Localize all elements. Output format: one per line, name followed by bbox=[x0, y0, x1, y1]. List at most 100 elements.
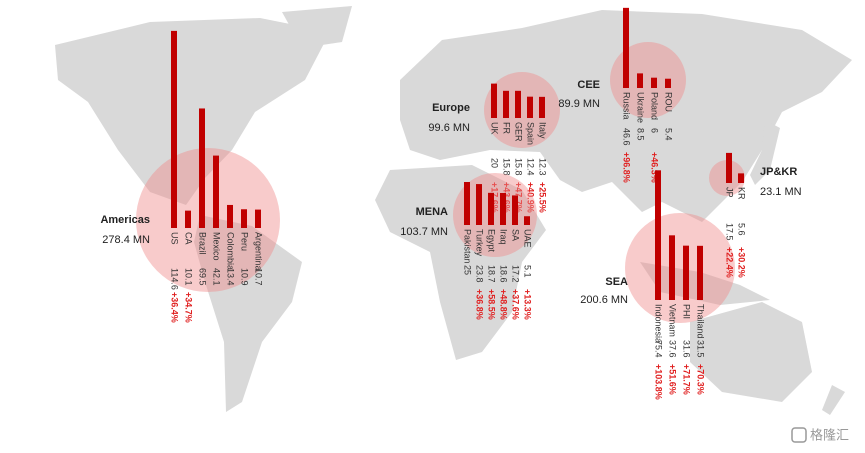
country-value: 5.1 bbox=[523, 265, 533, 278]
region-total: 278.4 MN bbox=[102, 234, 150, 246]
region-name: Europe bbox=[432, 102, 470, 114]
south-america bbox=[194, 215, 302, 412]
region-total: 23.1 MN bbox=[760, 186, 802, 198]
country-value: 42.1 bbox=[212, 268, 222, 286]
greenland bbox=[282, 6, 352, 48]
country-name: SA bbox=[511, 229, 521, 241]
country-value: 69.5 bbox=[198, 268, 208, 286]
country-value: 31.5 bbox=[696, 340, 706, 358]
country-value: 10.7 bbox=[254, 268, 264, 286]
region-name: CEE bbox=[577, 79, 600, 91]
country-value: 17.2 bbox=[511, 265, 521, 283]
country-name: Turkey bbox=[475, 229, 485, 257]
bar bbox=[464, 182, 470, 225]
country-name: Poland bbox=[650, 92, 660, 120]
region-name: JP&KR bbox=[760, 166, 797, 178]
country-growth: +70.3% bbox=[696, 364, 706, 395]
country-growth: +103.8% bbox=[654, 364, 664, 400]
bar bbox=[697, 245, 703, 300]
country-value: 37.6 bbox=[668, 340, 678, 358]
bar bbox=[623, 7, 629, 89]
region-name: MENA bbox=[416, 206, 448, 218]
country-growth: +58.5% bbox=[487, 289, 497, 320]
bar bbox=[503, 90, 509, 118]
region-total: 200.6 MN bbox=[580, 294, 628, 306]
country-name: UK bbox=[490, 122, 500, 135]
country-name: Brazil bbox=[198, 232, 208, 255]
country-value: 18.6 bbox=[499, 265, 509, 283]
country-name: Spain bbox=[526, 122, 536, 145]
country-name: US bbox=[170, 232, 180, 245]
country-value: 10.1 bbox=[184, 268, 194, 286]
country-value: 15.8 bbox=[502, 158, 512, 176]
bar bbox=[665, 78, 671, 88]
country-value: 25 bbox=[463, 265, 473, 275]
country-value: 31.6 bbox=[682, 340, 692, 358]
region-name: Americas bbox=[100, 214, 150, 226]
country-growth: +51.6% bbox=[668, 364, 678, 395]
bar bbox=[524, 216, 530, 225]
bar bbox=[500, 193, 506, 225]
country-name: GER bbox=[514, 122, 524, 142]
bar bbox=[527, 96, 533, 118]
eurasia bbox=[400, 10, 852, 222]
japan bbox=[750, 120, 780, 185]
country-growth: +17.6% bbox=[490, 182, 500, 213]
bar bbox=[515, 90, 521, 118]
country-name: JP bbox=[725, 187, 735, 198]
country-value: 13.4 bbox=[226, 268, 236, 286]
region-circle bbox=[453, 173, 537, 257]
country-name: Egypt bbox=[487, 229, 497, 253]
new-zealand bbox=[822, 385, 845, 415]
country-value: 46.6 bbox=[622, 128, 632, 146]
country-growth: +22.4% bbox=[725, 247, 735, 278]
bar bbox=[227, 204, 233, 228]
bar bbox=[491, 83, 497, 118]
region: Americas 278.4 MN US 114.6 +36.4% CA 10.1 +34.7… bbox=[100, 30, 280, 323]
country-value: 5.6 bbox=[737, 223, 747, 236]
country-value: 23.8 bbox=[475, 265, 485, 283]
region-total: 103.7 MN bbox=[400, 226, 448, 238]
country-name: Ukraine bbox=[636, 92, 646, 123]
country-name: Italy bbox=[538, 122, 548, 139]
country-value: 18.7 bbox=[487, 265, 497, 283]
country-name: Iraq bbox=[499, 229, 509, 245]
bar bbox=[185, 210, 191, 228]
region: CEE 89.9 MN Russia 46.6 +96.8% Ukraine 8.5 Pola… bbox=[558, 7, 686, 183]
region-circle bbox=[625, 213, 735, 323]
country-growth: +34.7% bbox=[184, 292, 194, 323]
country-name: Vietnam bbox=[668, 304, 678, 337]
country-name: Russia bbox=[622, 92, 632, 120]
country-name: ROU bbox=[664, 92, 674, 112]
country-name: PHI bbox=[682, 304, 692, 319]
country-growth: +96.8% bbox=[622, 152, 632, 183]
bar bbox=[241, 209, 247, 228]
region: JP&KR 23.1 MN JP 17.5 +22.4% KR 5.6 +30.2% bbox=[709, 152, 802, 278]
country-growth: +30.2% bbox=[737, 247, 747, 278]
bar bbox=[213, 155, 219, 228]
bar bbox=[255, 209, 261, 228]
country-growth: +48.8% bbox=[499, 289, 509, 320]
bar bbox=[199, 108, 205, 228]
bar bbox=[651, 77, 657, 88]
country-value: 75.4 bbox=[654, 340, 664, 358]
watermark-text: 格隆汇 bbox=[810, 427, 849, 442]
country-growth: +46.3% bbox=[650, 152, 660, 183]
country-value: 6 bbox=[650, 128, 660, 133]
bar bbox=[683, 245, 689, 300]
region-total: 99.6 MN bbox=[428, 122, 470, 134]
country-value: 5.4 bbox=[664, 128, 674, 141]
country-value: 17.5 bbox=[725, 223, 735, 241]
north-america bbox=[55, 18, 330, 205]
bar bbox=[476, 184, 482, 225]
country-growth: +43.6% bbox=[502, 182, 512, 213]
country-value: 8.5 bbox=[636, 128, 646, 141]
bar bbox=[669, 235, 675, 300]
country-name: Colombia bbox=[226, 232, 236, 270]
watermark-logo bbox=[791, 427, 807, 443]
country-name: Indonesia bbox=[654, 304, 664, 343]
country-value: 15.8 bbox=[514, 158, 524, 176]
